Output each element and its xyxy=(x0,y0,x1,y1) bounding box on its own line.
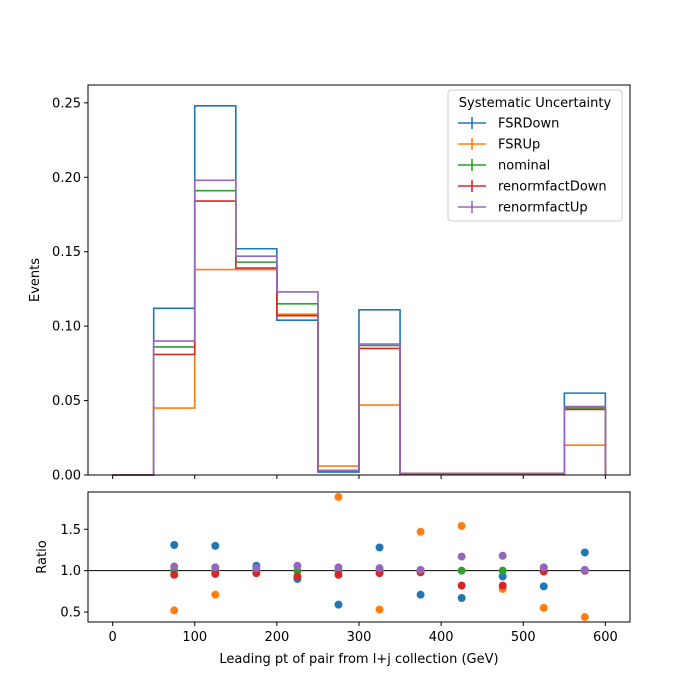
ratio-x-tick-label: 300 xyxy=(347,630,372,645)
ratio-point-FSRDown xyxy=(539,582,548,591)
legend-entry-renormfactDown: renormfactDown xyxy=(458,180,607,195)
ratio-point-FSRDown xyxy=(170,540,179,549)
ratio-x-tick-label: 100 xyxy=(182,630,207,645)
ratio-point-renormfactDown xyxy=(334,570,343,579)
ratio-point-renormfactUp xyxy=(252,564,261,573)
main-y-tick-label: 0.10 xyxy=(52,320,81,335)
ratio-point-FSRUp xyxy=(457,521,466,530)
legend-label: renormfactDown xyxy=(498,180,607,195)
ratio-y-tick-label: 1.0 xyxy=(60,564,81,579)
legend-entry-nominal: nominal xyxy=(458,159,550,174)
ratio-point-FSRDown xyxy=(211,541,220,550)
main-x-axis-ticks xyxy=(112,475,606,479)
ratio-point-renormfactUp xyxy=(416,565,425,574)
main-histogram-panel: 0.00 0.05 0.10 0.15 0.20 0.25 Events xyxy=(28,84,631,484)
ratio-x-tick-label: 0 xyxy=(108,630,116,645)
legend-entry-FSRDown: FSRDown xyxy=(458,117,559,132)
ratio-point-renormfactDown xyxy=(211,569,220,578)
ratio-point-FSRDown xyxy=(416,590,425,599)
legend-entry-FSRUp: FSRUp xyxy=(458,138,540,153)
ratio-point-renormfactDown xyxy=(170,570,179,579)
ratio-point-FSRDown xyxy=(375,543,384,552)
ratio-point-nominal xyxy=(498,566,507,575)
ratio-y-tick-label: 1.5 xyxy=(60,523,81,538)
ratio-point-FSRUp xyxy=(539,603,548,612)
ratio-point-nominal xyxy=(457,566,466,575)
histogram-series-renormfactUp xyxy=(112,179,607,476)
ratio-x-tick-label: 600 xyxy=(593,630,618,645)
ratio-point-renormfactDown xyxy=(293,572,302,581)
legend-title: Systematic Uncertainty xyxy=(459,96,612,111)
ratio-point-renormfactDown xyxy=(498,581,507,590)
ratio-x-axis-ticks: 0 100 200 300 400 500 600 xyxy=(108,622,618,645)
main-y-tick-label: 0.15 xyxy=(52,245,81,260)
legend: Systematic Uncertainty FSRDown FSRUp nomin… xyxy=(447,89,623,222)
main-y-axis-ticks: 0.00 0.05 0.10 0.15 0.20 0.25 xyxy=(52,96,88,484)
main-histogram-marks xyxy=(112,105,607,476)
ratio-y-axis-label: Ratio xyxy=(35,540,50,573)
ratio-point-FSRUp xyxy=(334,492,343,501)
ratio-point-FSRDown xyxy=(457,593,466,602)
ratio-y-axis-ticks: 0.5 1.0 1.5 xyxy=(60,523,88,621)
legend-label: nominal xyxy=(498,159,550,174)
ratio-point-renormfactUp xyxy=(170,562,179,571)
ratio-point-FSRUp xyxy=(375,605,384,614)
ratio-point-renormfactUp xyxy=(375,564,384,573)
main-y-tick-label: 0.05 xyxy=(52,394,81,409)
main-y-axis-label: Events xyxy=(28,258,43,302)
ratio-point-renormfactDown xyxy=(457,581,466,590)
ratio-point-renormfactUp xyxy=(498,551,507,560)
ratio-x-tick-label: 400 xyxy=(429,630,454,645)
legend-box xyxy=(447,89,623,222)
ratio-point-FSRDown xyxy=(580,548,589,557)
main-y-tick-label: 0.20 xyxy=(52,171,81,186)
legend-label: FSRUp xyxy=(498,138,540,153)
ratio-panel: 0.5 1.0 1.5 0 100 200 300 400 500 600 Leading pt… xyxy=(35,491,631,667)
legend-entry-renormfactUp: renormfactUp xyxy=(458,201,588,216)
legend-items: FSRDown FSRUp nominal renormfactDown renormf… xyxy=(458,117,607,216)
legend-label: renormfactUp xyxy=(498,201,588,216)
ratio-point-renormfactUp xyxy=(293,561,302,570)
ratio-x-tick-label: 500 xyxy=(511,630,536,645)
ratio-point-FSRDown xyxy=(334,600,343,609)
ratio-point-renormfactUp xyxy=(211,563,220,572)
ratio-point-FSRDown xyxy=(498,572,507,581)
legend-label: FSRDown xyxy=(498,117,559,132)
ratio-point-renormfactUp xyxy=(334,563,343,572)
ratio-scatter-marks xyxy=(170,492,589,622)
ratio-point-FSRUp xyxy=(580,613,589,622)
ratio-x-axis-label: Leading pt of pair from l+j collection (… xyxy=(219,652,498,667)
ratio-point-FSRUp xyxy=(170,606,179,615)
ratio-y-tick-label: 0.5 xyxy=(60,606,81,621)
ratio-point-renormfactUp xyxy=(457,552,466,561)
ratio-point-FSRUp xyxy=(211,590,220,599)
ratio-point-renormfactUp xyxy=(539,563,548,572)
ratio-x-tick-label: 200 xyxy=(264,630,289,645)
ratio-point-FSRUp xyxy=(416,527,425,536)
ratio-point-renormfactUp xyxy=(580,565,589,574)
main-y-tick-label: 0.00 xyxy=(52,469,81,484)
main-y-tick-label: 0.25 xyxy=(52,96,81,111)
